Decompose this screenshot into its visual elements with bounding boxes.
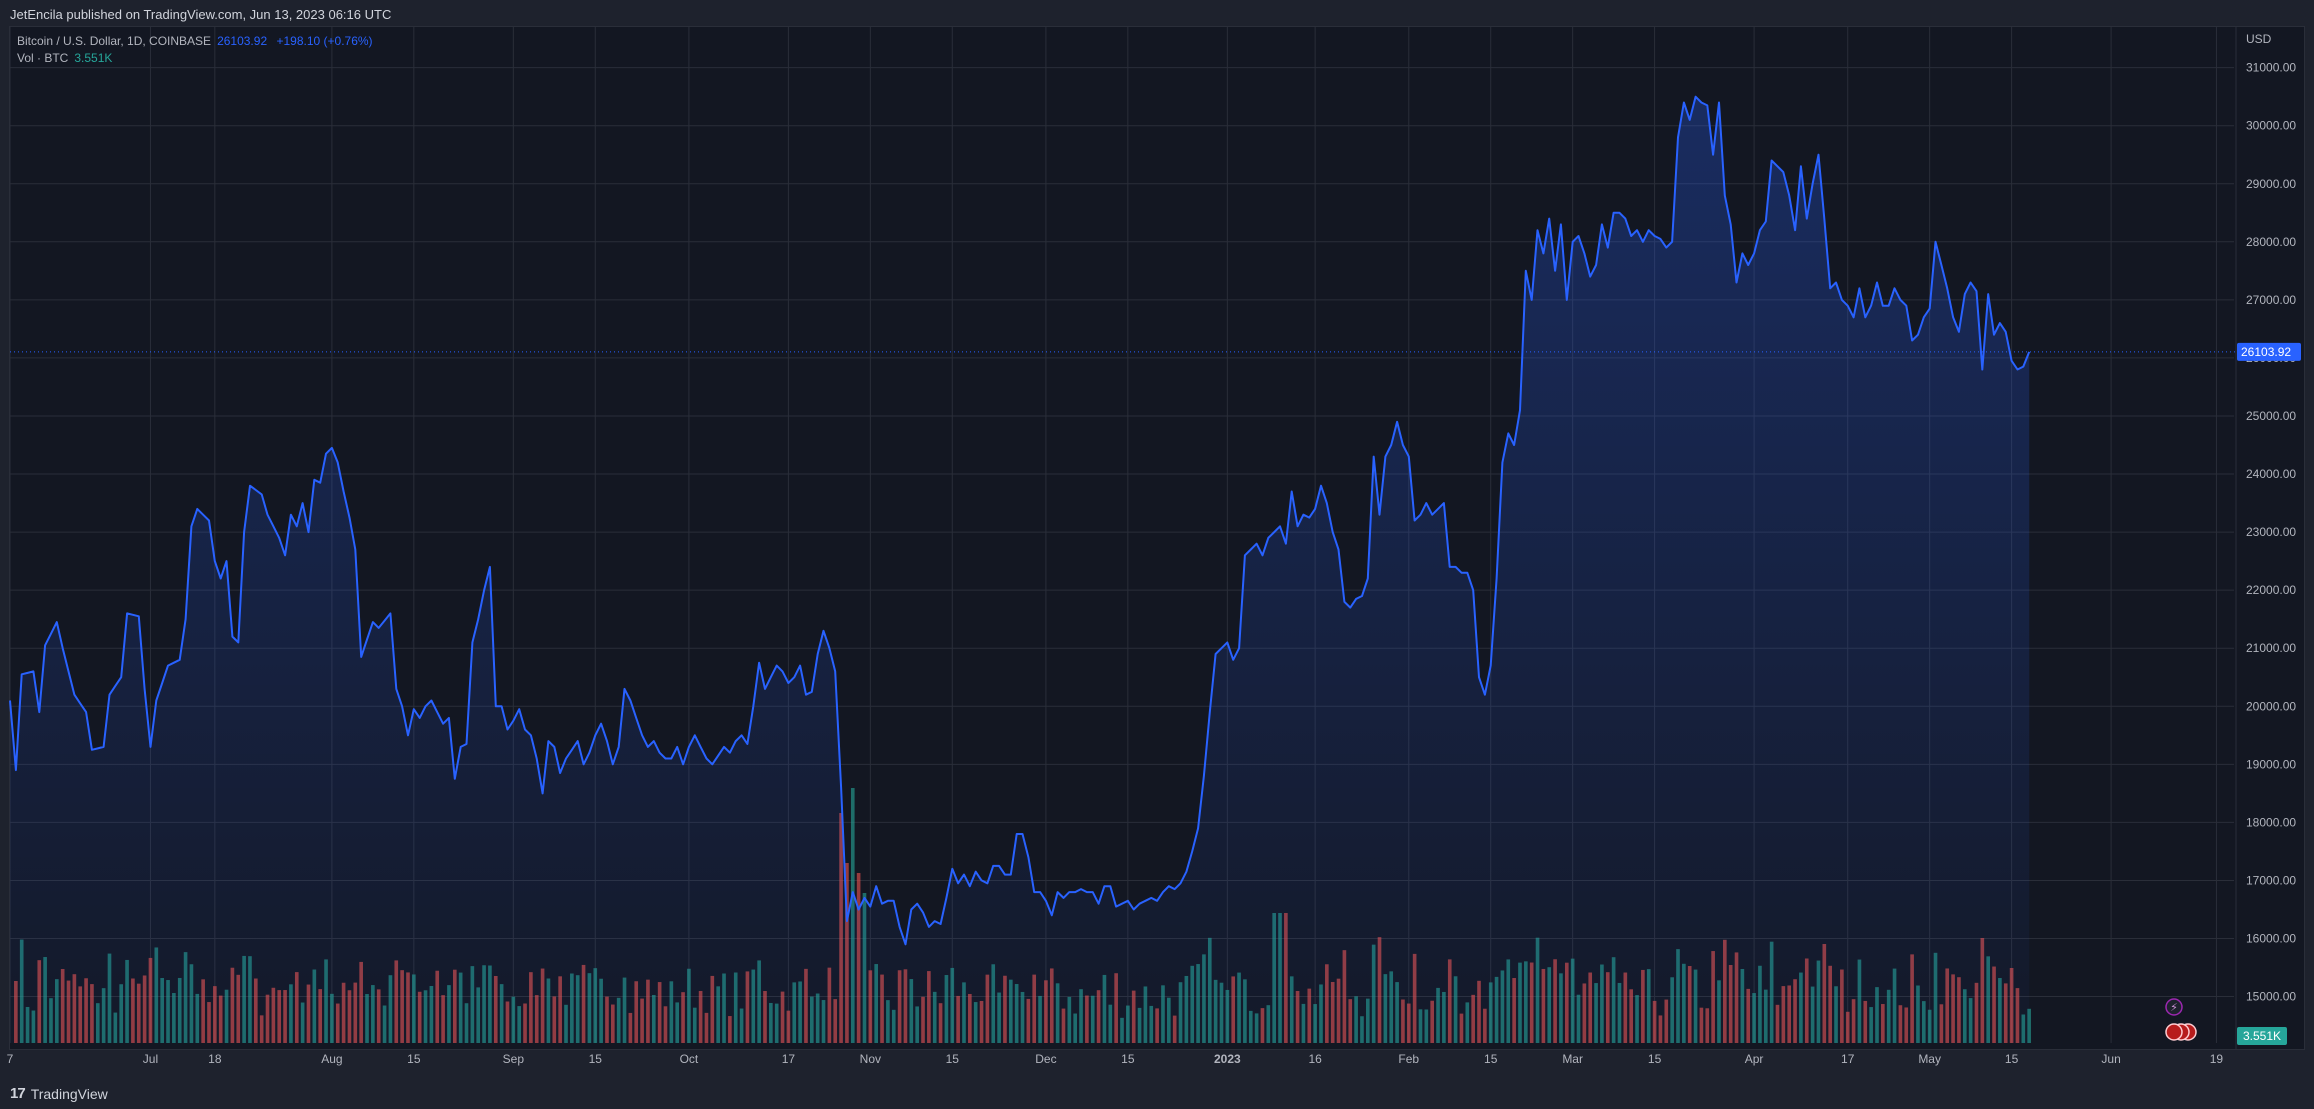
y-tick-label: 17000.00 [2246, 873, 2296, 887]
price-chart[interactable]: 15000.00 16000.00 17000.00 18000.00 19000.00… [0, 0, 2314, 1080]
price-area [10, 96, 2030, 1043]
lightning-glyph-icon: ⚡ [2170, 1001, 2178, 1014]
x-tick-label: 17 [1841, 1052, 1855, 1066]
y-tick-label: 28000.00 [2246, 235, 2296, 249]
x-tick-label: 15 [407, 1052, 421, 1066]
y-tick-label: 21000.00 [2246, 641, 2296, 655]
y-tick-label: 16000.00 [2246, 931, 2296, 945]
last-volume-badge [2237, 1027, 2287, 1045]
economic-event-icon [2165, 1023, 2183, 1041]
x-tick-label: 15 [2005, 1052, 2019, 1066]
x-tick-label: Aug [321, 1052, 342, 1066]
volume-legend[interactable]: Vol · BTC 3.551K [17, 51, 112, 65]
x-tick-label: May [1918, 1052, 1941, 1066]
price-change: +198.10 (+0.76%) [276, 34, 373, 48]
currency-label: USD [2246, 32, 2272, 46]
x-tick-label: 19 [2210, 1052, 2224, 1066]
brand-name: TradingView [30, 1085, 108, 1102]
y-tick-label: 23000.00 [2246, 525, 2296, 539]
x-tick-label: Jun [2101, 1052, 2120, 1066]
tradingview-logo-icon: 17 [10, 1085, 26, 1102]
x-tick-label: Jul [143, 1052, 158, 1066]
y-tick-label: 31000.00 [2246, 61, 2296, 75]
y-tick-label: 15000.00 [2246, 990, 2296, 1004]
top-bar: JetEncila published on TradingView.com, … [0, 0, 2314, 26]
tradingview-brand[interactable]: 17 TradingView [10, 1085, 108, 1102]
x-tick-label: 7 [7, 1052, 14, 1066]
x-tick-label: Mar [1562, 1052, 1583, 1066]
x-tick-label: 18 [208, 1052, 222, 1066]
x-tick-label: Apr [1745, 1052, 1764, 1066]
x-tick-label: 15 [589, 1052, 603, 1066]
last-volume-label: 3.551K [2243, 1029, 2281, 1043]
last-price-badge [2237, 342, 2301, 361]
y-tick-label: 27000.00 [2246, 293, 2296, 307]
y-tick-label: 18000.00 [2246, 815, 2296, 829]
volume-label: Vol · BTC [17, 51, 69, 65]
publisher-text: JetEncila published on TradingView.com, … [10, 7, 392, 22]
y-tick-label: 19000.00 [2246, 757, 2296, 771]
x-tick-label: 16 [1308, 1052, 1322, 1066]
x-tick-label: Sep [503, 1052, 525, 1066]
price-axis-panel [2236, 27, 2304, 1049]
x-tick-label: 17 [782, 1052, 796, 1066]
x-tick-label: 15 [1121, 1052, 1135, 1066]
symbol-name: Bitcoin / U.S. Dollar, 1D, COINBASE [17, 34, 212, 48]
price-line [9, 95, 2031, 946]
event-lightning-icon [2165, 998, 2183, 1016]
y-tick-label: 20000.00 [2246, 699, 2296, 713]
x-tick-label: 15 [1484, 1052, 1498, 1066]
y-tick-label: 25000.00 [2246, 409, 2296, 423]
x-tick-label: 15 [946, 1052, 960, 1066]
x-tick-label: Feb [1398, 1052, 1419, 1066]
y-tick-label: 29000.00 [2246, 177, 2296, 191]
y-tick-label: 24000.00 [2246, 467, 2296, 481]
x-tick-label: Oct [680, 1052, 699, 1066]
bottom-bar: 17 TradingView [0, 1080, 2314, 1109]
x-tick-label: 2023 [1214, 1052, 1241, 1066]
last-price-label: 26103.92 [2241, 345, 2291, 359]
x-tick-label: Dec [1035, 1052, 1056, 1066]
y-tick-label: 22000.00 [2246, 583, 2296, 597]
last-price-legend: 26103.92 [217, 34, 268, 48]
symbol-legend[interactable]: Bitcoin / U.S. Dollar, 1D, COINBASE 26103… [17, 34, 373, 48]
x-tick-label: Nov [860, 1052, 881, 1066]
x-tick-label: 15 [1648, 1052, 1662, 1066]
y-tick-label: 30000.00 [2246, 119, 2296, 133]
volume-value: 3.551K [74, 51, 113, 65]
